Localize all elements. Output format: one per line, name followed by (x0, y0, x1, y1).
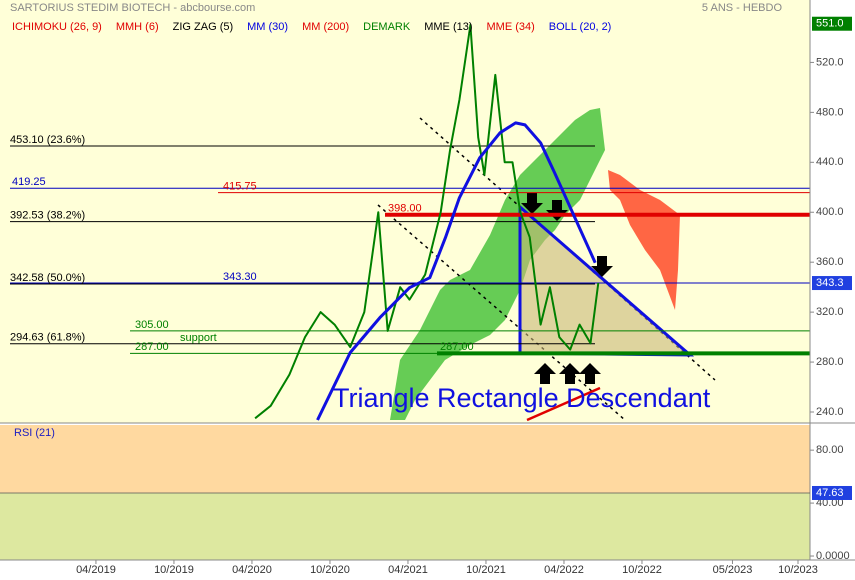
legend-entry: MME (34) (487, 21, 535, 33)
y-tick-label: 240.0 (816, 406, 844, 418)
high-tag (812, 16, 852, 31)
annotation: Triangle Rectangle Descendant (333, 383, 711, 413)
legend-entry: MME (13) (424, 21, 472, 33)
y-tick-label: 80.00 (816, 444, 844, 456)
arrow-down (591, 256, 613, 277)
x-tick-label: 10/2021 (466, 564, 506, 576)
x-tick-label: 10/2020 (310, 564, 350, 576)
arrow-up (534, 363, 556, 384)
level-label: 287.00 (135, 341, 169, 353)
x-tick-label: 04/2020 (232, 564, 272, 576)
level-label: 392.53 (38.2%) (10, 209, 85, 221)
y-tick-label: 0.0000 (816, 550, 850, 562)
x-tick-label: 04/2021 (388, 564, 428, 576)
legend-entry: MMH (6) (116, 21, 159, 33)
legend-entry: ICHIMOKU (26, 9) (12, 21, 102, 33)
y-tick-label: 480.0 (816, 106, 844, 118)
level-label: 415.75 (223, 180, 257, 192)
y-tick-label: 280.0 (816, 356, 844, 368)
level-label: 453.10 (23.6%) (10, 134, 85, 146)
arrow-down (521, 193, 543, 214)
y-tick-label: 40.00 (816, 497, 844, 509)
level-label: 305.00 (135, 319, 169, 331)
support-line (526, 386, 601, 422)
level-label: 342.58 (50.0%) (10, 272, 85, 284)
legend-entry: MM (30) (247, 21, 288, 33)
price-layer: 453.10 (23.6%) 419.25 415.75 398.00 392.53 (… (10, 24, 810, 507)
legend-entry: DEMARK (363, 21, 411, 33)
x-tick-label: 04/2019 (76, 564, 116, 576)
ichimoku-cloud-red (608, 170, 680, 310)
ichimoku-cloud (390, 108, 605, 420)
x-tick-label: 10/2019 (154, 564, 194, 576)
last-tag (812, 276, 852, 291)
y-tick-label: 320.0 (816, 306, 844, 318)
y-tick-label: 440.0 (816, 156, 844, 168)
legend-entry: ZIG ZAG (5) (173, 21, 234, 33)
y-tick-label: 360.0 (816, 256, 844, 268)
level-label: 398.00 (388, 203, 422, 215)
trend-line (377, 204, 626, 421)
chart-subtitle: 5 ANS - HEBDO (702, 2, 783, 14)
rsi-title: RSI (21) (14, 427, 55, 439)
series-line (254, 24, 600, 420)
level-label: 419.25 (12, 176, 46, 188)
series-line (316, 121, 597, 421)
x-tick-label: 05/2023 (713, 564, 753, 576)
legend-entry: MM (200) (302, 21, 349, 33)
y-tick-label: 520.0 (816, 56, 844, 68)
x-tick-label: 10/2022 (622, 564, 662, 576)
level-label: 294.63 (61.8%) (10, 332, 85, 344)
high-label: 551.0 (816, 18, 844, 30)
chart-title: SARTORIUS STEDIM BIOTECH - abcbourse.com (10, 2, 255, 14)
last-tag (812, 485, 852, 500)
rsi-low-zone (0, 492, 810, 560)
arrow-down (546, 200, 568, 221)
y-tick-label: 400.0 (816, 206, 844, 218)
legend-entry: BOLL (20, 2) (549, 21, 612, 33)
level-label: 343.30 (223, 271, 257, 283)
x-tick-label: 10/2023 (778, 564, 818, 576)
last-label: 343.3 (816, 277, 844, 289)
arrows (521, 193, 613, 384)
arrow-up (559, 363, 581, 384)
level-label: 287.00 (440, 341, 474, 353)
x-tick-label: 04/2022 (544, 564, 584, 576)
arrow-up (579, 363, 601, 384)
annotation: support (180, 332, 217, 344)
last-label: 47.63 (816, 487, 844, 499)
